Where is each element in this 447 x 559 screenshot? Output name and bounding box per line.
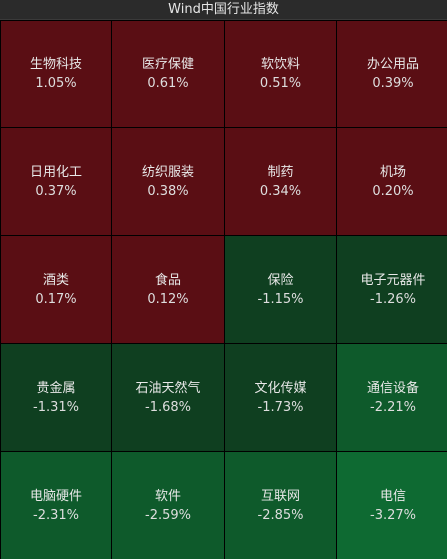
industry-tile[interactable]: 制药 0.34% [225, 128, 336, 235]
change-percent: 1.05% [35, 76, 77, 91]
industry-name: 医疗保健 [141, 57, 194, 72]
industry-name: 文化传媒 [254, 380, 307, 396]
industry-name: 电脑硬件 [29, 488, 82, 504]
change-percent: -1.15% [257, 291, 304, 307]
industry-tile[interactable]: 软饮料 0.51% [225, 21, 336, 127]
industry-tile[interactable]: 软件 -2.59% [112, 452, 224, 559]
heatmap-grid: 生物科技 1.05% 医疗保健 0.61% 软饮料 0.51% 办公用品 0.39% 日用化工 0… [0, 20, 447, 559]
change-percent: 0.38% [147, 183, 189, 199]
industry-tile[interactable]: 文化传媒 -1.73% [225, 344, 336, 451]
industry-name: 通信设备 [366, 380, 419, 396]
change-percent: 0.61% [147, 76, 189, 91]
industry-name: 酒类 [42, 272, 69, 288]
change-percent: 0.39% [372, 76, 414, 91]
industry-name: 制药 [267, 164, 294, 180]
industry-tile[interactable]: 电脑硬件 -2.31% [1, 452, 111, 559]
change-percent: 0.17% [35, 291, 77, 307]
industry-name: 食品 [154, 272, 181, 288]
change-percent: -3.27% [370, 507, 416, 523]
change-percent: 0.12% [147, 291, 189, 307]
industry-tile[interactable]: 石油天然气 -1.68% [112, 344, 224, 451]
industry-tile[interactable]: 日用化工 0.37% [1, 128, 111, 235]
industry-name: 互联网 [260, 488, 300, 504]
industry-name: 电子元器件 [360, 272, 426, 288]
change-percent: 0.20% [372, 183, 414, 199]
industry-name: 日用化工 [29, 164, 82, 180]
change-percent: -2.31% [33, 507, 79, 523]
industry-tile[interactable]: 机场 0.20% [337, 128, 447, 235]
change-percent: 0.37% [35, 183, 77, 199]
industry-name: 软饮料 [260, 57, 300, 72]
change-percent: -1.31% [33, 399, 79, 415]
industry-name: 电信 [379, 488, 406, 504]
industry-tile[interactable]: 医疗保健 0.61% [112, 21, 224, 127]
industry-name: 软件 [154, 488, 181, 504]
industry-tile[interactable]: 办公用品 0.39% [337, 21, 447, 127]
industry-tile[interactable]: 酒类 0.17% [1, 236, 111, 343]
change-percent: -1.26% [370, 291, 416, 307]
change-percent: -1.68% [145, 399, 191, 415]
change-percent: -2.85% [257, 507, 304, 523]
change-percent: 0.51% [259, 76, 302, 91]
widget-title: Wind中国行业指数 [0, 0, 447, 20]
industry-tile[interactable]: 纺织服装 0.38% [112, 128, 224, 235]
industry-tile[interactable]: 电子元器件 -1.26% [337, 236, 447, 343]
industry-name: 石油天然气 [135, 380, 201, 396]
industry-tile[interactable]: 贵金属 -1.31% [1, 344, 111, 451]
industry-tile[interactable]: 保险 -1.15% [225, 236, 336, 343]
industry-tile[interactable]: 互联网 -2.85% [225, 452, 336, 559]
change-percent: 0.34% [259, 183, 302, 199]
industry-name: 办公用品 [366, 57, 419, 72]
change-percent: -1.73% [257, 399, 304, 415]
industry-name: 保险 [267, 272, 294, 288]
industry-tile[interactable]: 生物科技 1.05% [1, 21, 111, 127]
industry-name: 机场 [379, 164, 406, 180]
industry-tile[interactable]: 通信设备 -2.21% [337, 344, 447, 451]
industry-name: 纺织服装 [141, 164, 194, 180]
industry-name: 贵金属 [36, 380, 76, 396]
industry-name: 生物科技 [29, 57, 82, 72]
change-percent: -2.59% [145, 507, 191, 523]
industry-tile[interactable]: 食品 0.12% [112, 236, 224, 343]
change-percent: -2.21% [370, 399, 416, 415]
industry-tile[interactable]: 电信 -3.27% [337, 452, 447, 559]
